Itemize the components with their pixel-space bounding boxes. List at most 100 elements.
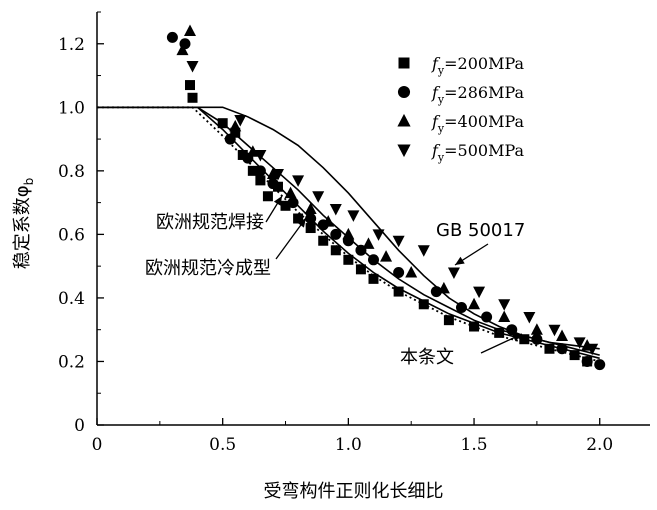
data-point-triangle-down [312, 191, 325, 203]
y-axis-title-main: 稳定系数φ [12, 185, 33, 269]
data-point-square [237, 149, 248, 160]
data-point-triangle-up [530, 323, 543, 335]
data-point-square [519, 334, 530, 345]
data-point-triangle-down [254, 149, 267, 162]
curve-annotation-label: 欧洲规范焊接 [156, 212, 264, 233]
data-point-triangle-up [362, 237, 375, 249]
data-point-triangle-up [229, 119, 242, 132]
data-point-triangle-down [186, 61, 199, 73]
x-tick-label: 1.0 [335, 435, 362, 455]
data-point-triangle-up [380, 250, 393, 262]
data-point-triangle-down [329, 203, 342, 216]
data-point-circle [267, 178, 279, 190]
y-tick-label: 1.2 [58, 35, 85, 55]
data-point-circle [594, 359, 606, 371]
x-axis-title: 受弯构件正则化长细比 [264, 481, 444, 502]
data-point-circle [455, 301, 467, 313]
data-point-triangle-up [342, 227, 355, 240]
axis-ticks: 0 0.5 1.0 1.5 2.0 0 0.2 0.4 0.6 0.8 1.0 1.2 [58, 11, 613, 455]
data-point-triangle-down [234, 115, 247, 127]
data-point-circle [287, 197, 299, 209]
data-point-square [187, 92, 198, 103]
data-point-square [443, 315, 454, 326]
data-point-square [293, 213, 304, 224]
data-point-square [469, 321, 480, 332]
data-point-circle [254, 165, 266, 177]
data-point-triangle-down [548, 324, 561, 337]
y-tick-label: 1.0 [58, 98, 85, 118]
data-point-triangle-up [322, 215, 335, 227]
data-point-triangle-down [498, 299, 511, 311]
data-point-circle [393, 267, 405, 279]
y-tick-label: 0.6 [58, 225, 85, 245]
data-point-square [318, 235, 329, 246]
data-point-triangle-down [586, 343, 599, 356]
y-axis-title: 稳定系数φb [12, 178, 36, 270]
annotation-arrowhead [297, 218, 306, 228]
data-point-triangle-up [405, 266, 418, 278]
x-tick-label: 1.5 [461, 435, 488, 455]
data-point-square [280, 200, 291, 211]
data-point-square [185, 80, 196, 91]
legend-label: fy=200MPa [431, 54, 525, 77]
data-point-circle [305, 213, 317, 224]
annotation-arrowhead [273, 196, 282, 206]
data-points [166, 24, 606, 371]
data-point-square [262, 191, 273, 202]
data-point-triangle-down [347, 210, 360, 222]
legend-label: fy=286MPa [431, 83, 525, 106]
data-point-square [494, 327, 505, 338]
data-point-square [393, 286, 404, 297]
data-point-square [569, 350, 580, 361]
data-point-triangle-down [523, 311, 536, 324]
data-point-circle [330, 228, 342, 240]
y-tick-label: 0.2 [58, 352, 85, 372]
data-point-triangle-down [473, 286, 486, 299]
data-point-triangle-down [417, 245, 430, 257]
data-point-circle [581, 355, 593, 367]
annotation-arrowhead [512, 334, 522, 342]
y-axis-title-sub: b [22, 178, 36, 186]
data-point-circle [556, 343, 568, 355]
data-point-triangle-up [437, 281, 450, 294]
data-point-square [217, 118, 228, 129]
data-point-square [272, 181, 283, 192]
data-point-square [247, 165, 258, 176]
curve-annotation-label: 本条文 [400, 347, 454, 368]
data-point-square [330, 245, 341, 256]
data-point-circle [506, 324, 518, 336]
legend-label: fy=500MPa [431, 141, 525, 164]
data-point-triangle-up [184, 24, 197, 37]
legend-label: fy=400MPa [431, 112, 525, 135]
plot-area [96, 12, 650, 426]
data-point-square [255, 175, 266, 186]
data-point-triangle-down [392, 235, 405, 248]
y-tick-label: 0 [74, 416, 85, 436]
data-point-square [418, 299, 429, 310]
data-point-triangle-up [468, 297, 481, 310]
legend: fy=200MPa fy=286MPa fy=400MPa fy=500MPa [397, 54, 525, 164]
data-point-triangle-up [246, 145, 259, 157]
data-point-circle [224, 133, 236, 145]
data-point-triangle-up [498, 310, 511, 322]
x-tick-label: 0 [92, 435, 103, 455]
data-point-square [230, 127, 241, 138]
data-point-square [343, 254, 354, 265]
y-tick-label: 0.4 [58, 289, 85, 309]
legend-marker-square [398, 57, 410, 69]
data-point-square [544, 343, 555, 354]
data-point-triangle-down [372, 229, 385, 241]
data-point-triangle-up [284, 186, 297, 199]
curve-annotation-label: GB 50017 [436, 220, 525, 241]
data-point-circle [531, 333, 543, 345]
legend-marker-triangle-up [397, 113, 411, 127]
data-point-triangle-down [573, 337, 586, 349]
data-point-circle [481, 311, 493, 323]
annotation-arrowhead [455, 256, 465, 265]
data-point-triangle-down [271, 169, 284, 181]
data-point-circle [430, 286, 442, 298]
curve-annotation-label: 欧洲规范冷成型 [145, 258, 271, 279]
legend-marker-triangle-down [397, 144, 411, 158]
